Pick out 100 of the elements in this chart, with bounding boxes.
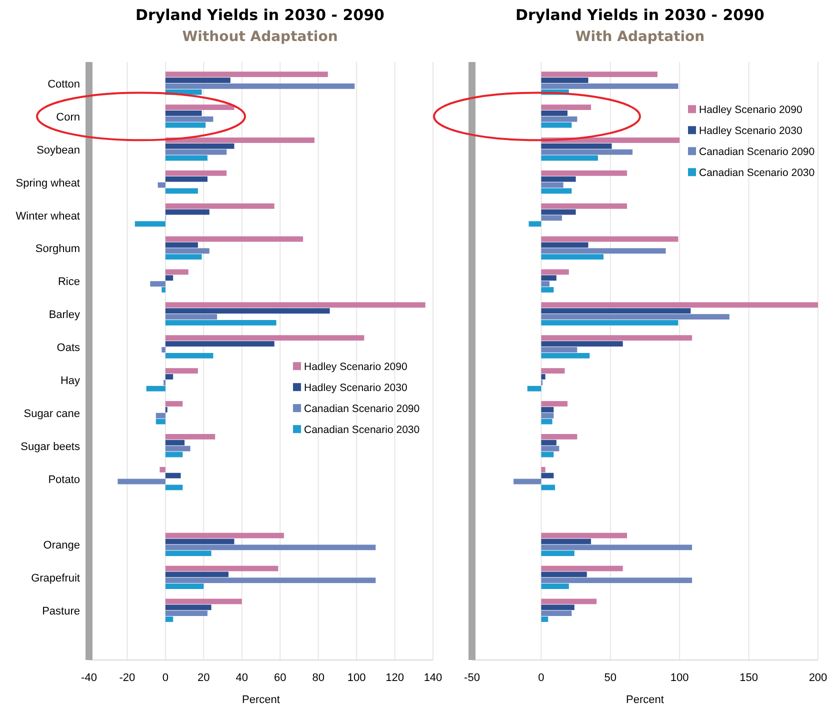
bar [165, 610, 208, 616]
y-tick-label: Sugar beets [20, 440, 80, 453]
bar [165, 484, 183, 490]
bar [541, 412, 554, 418]
bar [165, 155, 208, 161]
x-tick-label: 0 [162, 672, 169, 684]
legend-label: Hadley Scenario 2030 [304, 382, 408, 394]
y-tick-label: Sugar cane [24, 408, 80, 420]
bar [165, 472, 181, 478]
bar [156, 418, 166, 424]
y-tick-label: Pasture [42, 606, 80, 618]
bar [541, 302, 818, 308]
bar [165, 352, 214, 358]
bar [541, 347, 578, 352]
chart-subtitle: With Adaptation [575, 29, 705, 45]
bar [541, 466, 546, 472]
bar [165, 368, 198, 374]
bar [165, 236, 304, 242]
y-tick-label: Rice [58, 276, 80, 288]
bar [541, 532, 628, 538]
bar [541, 104, 592, 110]
bar [165, 578, 376, 584]
bar [541, 215, 562, 221]
bar [541, 335, 692, 341]
bar [165, 138, 315, 143]
x-tick-label: 60 [274, 672, 286, 684]
bar [156, 412, 166, 418]
bar [165, 248, 210, 254]
y-tick-label: Oats [56, 342, 80, 354]
bar [165, 452, 183, 458]
bar [541, 566, 623, 572]
legend-label: Canadian Scenario 2030 [699, 167, 815, 180]
bar [541, 472, 554, 478]
bar [541, 287, 554, 292]
x-tick-label: 200 [808, 672, 827, 684]
bar [541, 406, 554, 412]
legend-label: Canadian Scenario 2090 [304, 403, 420, 416]
y-tick-label: Corn [56, 111, 80, 124]
bar [541, 116, 578, 122]
x-tick-label: 40 [236, 672, 248, 684]
bar [165, 572, 229, 578]
y-tick-label: Winter wheat [16, 210, 80, 222]
y-tick-label: Barley [48, 309, 80, 322]
bar [118, 478, 166, 484]
bar [541, 598, 597, 604]
bar [541, 122, 572, 128]
bar [541, 452, 554, 458]
bar [541, 374, 546, 380]
bar [541, 401, 568, 406]
bar [165, 116, 214, 122]
bar [541, 209, 576, 215]
bar [541, 308, 691, 314]
legend-label: Canadian Scenario 2030 [304, 424, 420, 436]
bar [541, 434, 578, 440]
bar [165, 446, 190, 452]
bar [158, 182, 166, 188]
legend-label: Hadley Scenario 2090 [304, 361, 408, 374]
bar [160, 466, 166, 472]
chart-title: Dryland Yields in 2030 - 2090 [516, 6, 764, 24]
bar [146, 386, 166, 392]
bar [165, 242, 198, 248]
bar [541, 418, 552, 424]
bar [541, 143, 612, 149]
bar [165, 440, 185, 446]
bar [162, 287, 166, 292]
bar [165, 275, 174, 281]
bar [165, 302, 426, 308]
chart-subtitle: Without Adaptation [182, 29, 338, 45]
bar [165, 78, 230, 83]
bar [541, 484, 556, 490]
bar [165, 149, 227, 155]
bar [541, 584, 569, 589]
bar [541, 341, 623, 347]
bar [150, 281, 166, 287]
bar [541, 182, 564, 188]
bar [165, 188, 198, 194]
bar [165, 209, 210, 215]
x-tick-label: 100 [347, 672, 366, 684]
bar [165, 110, 202, 116]
bar [165, 203, 274, 209]
bar [165, 544, 376, 550]
bar [541, 176, 576, 182]
bar [541, 110, 568, 116]
bar [165, 170, 227, 176]
bar [541, 188, 572, 194]
bar [165, 320, 276, 326]
bar [165, 341, 274, 347]
bar [541, 248, 666, 254]
x-tick-label: 120 [386, 672, 404, 684]
y-tick-label: Orange [43, 540, 80, 552]
bar [541, 320, 678, 326]
bar [541, 538, 592, 544]
bar [541, 170, 628, 176]
bar [165, 532, 284, 538]
bar [541, 604, 574, 610]
bar [165, 314, 218, 320]
x-tick-label: -40 [81, 672, 97, 684]
bar [541, 149, 633, 155]
y-tick-label: Potato [48, 474, 80, 486]
bar [541, 72, 658, 78]
